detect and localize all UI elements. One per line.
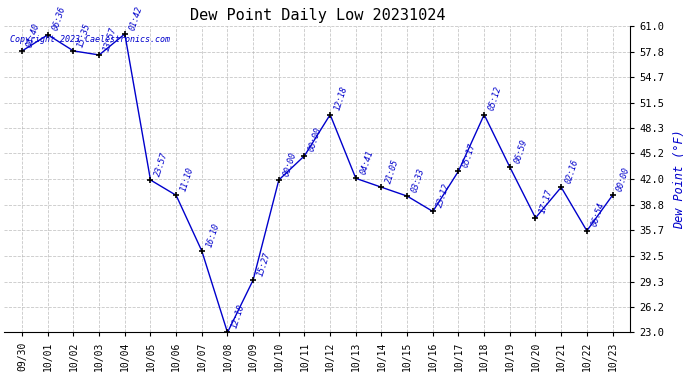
Text: 00:00: 00:00 xyxy=(615,166,631,192)
Text: Copyright 2023 Caelestronics.com: Copyright 2023 Caelestronics.com xyxy=(10,35,170,44)
Text: 13:57: 13:57 xyxy=(102,26,118,52)
Text: 06:54: 06:54 xyxy=(590,201,606,228)
Text: 02:16: 02:16 xyxy=(564,158,580,184)
Text: 06:36: 06:36 xyxy=(50,6,67,32)
Text: 21:05: 21:05 xyxy=(384,158,401,184)
Text: 05:17: 05:17 xyxy=(462,142,477,168)
Text: 01:42: 01:42 xyxy=(128,4,144,31)
Text: 04:40: 04:40 xyxy=(25,22,41,48)
Text: 12:18: 12:18 xyxy=(230,303,246,330)
Text: 12:18: 12:18 xyxy=(333,85,349,112)
Text: 06:59: 06:59 xyxy=(513,138,529,164)
Text: 16:10: 16:10 xyxy=(205,222,221,248)
Text: 23:57: 23:57 xyxy=(153,151,170,177)
Text: 00:00: 00:00 xyxy=(282,151,298,177)
Text: 05:12: 05:12 xyxy=(487,85,503,112)
Text: 15:27: 15:27 xyxy=(256,251,273,277)
Text: 23:12: 23:12 xyxy=(435,182,452,209)
Text: 15:35: 15:35 xyxy=(77,22,92,48)
Text: 04:41: 04:41 xyxy=(359,149,375,176)
Y-axis label: Dew Point (°F): Dew Point (°F) xyxy=(673,129,686,229)
Text: 11:10: 11:10 xyxy=(179,166,195,192)
Text: 17:17: 17:17 xyxy=(538,189,555,215)
Title: Dew Point Daily Low 20231024: Dew Point Daily Low 20231024 xyxy=(190,8,445,23)
Text: 03:33: 03:33 xyxy=(410,167,426,194)
Text: 00:00: 00:00 xyxy=(307,126,324,153)
